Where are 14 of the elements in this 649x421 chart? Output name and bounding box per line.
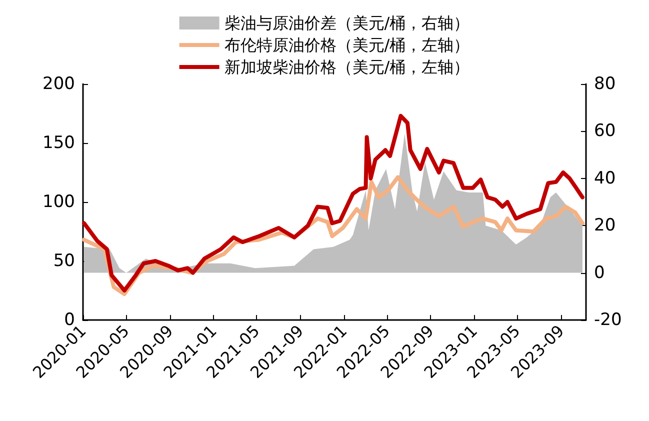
legend-label: 柴油与原油价差（美元/桶，右轴） (224, 14, 470, 32)
y2-tick-label: -20 (594, 310, 622, 330)
legend-label: 布伦特原油价格（美元/桶，左轴） (224, 36, 470, 54)
legend-label: 新加坡柴油价格（美元/桶，左轴） (224, 58, 470, 76)
y-tick-label: 200 (42, 74, 75, 94)
y2-tick-label: 60 (594, 121, 616, 142)
y2-tick-label: 0 (594, 262, 605, 283)
y2-tick-label: 40 (594, 168, 616, 188)
y-tick-label: 100 (42, 192, 75, 212)
y-tick-label: 50 (53, 251, 75, 271)
y2-tick-label: 80 (594, 74, 616, 94)
y-tick-label: 150 (42, 133, 75, 153)
line-series (82, 114, 584, 292)
y2-tick-label: 20 (594, 216, 616, 236)
